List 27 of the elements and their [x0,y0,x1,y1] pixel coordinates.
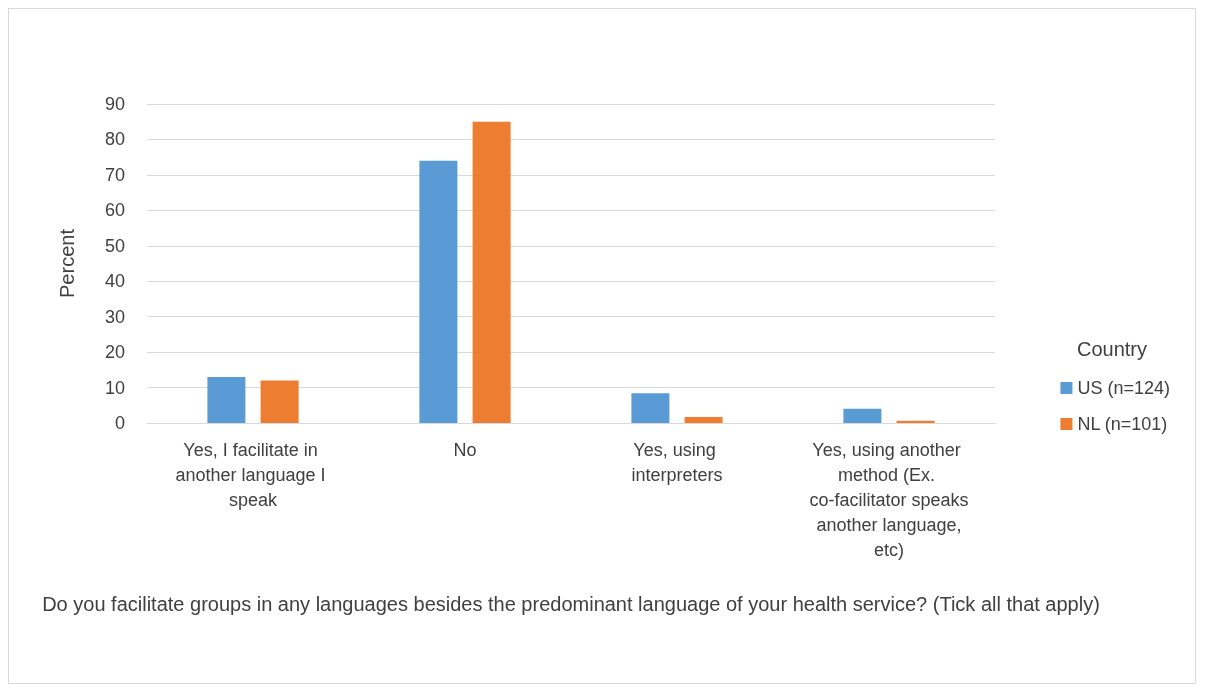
bar [472,121,511,423]
legend-label: US (n=124) [1077,378,1171,398]
y-tick-label: 0 [114,413,125,433]
y-tick-label: 40 [104,271,125,292]
legend-label: NL (n=101) [1077,414,1168,434]
x-tick-label: Yes, using interpreters [631,439,723,485]
y-tick-label: 50 [104,235,125,256]
y-tick-label: 30 [104,306,125,327]
bar [684,416,723,423]
bar [896,420,935,423]
legend-title: Country [1076,338,1147,360]
bar [631,393,670,423]
x-tick-label: No [453,439,477,460]
y-axis-title: Percent [56,228,78,298]
bar [419,160,458,423]
bar [260,380,299,423]
y-tick-label: 60 [104,200,125,221]
y-tick-label: 70 [104,164,125,185]
y-tick-label: 20 [104,342,125,363]
x-axis-title: Do you facilitate groups in any languages besides the predominant language of your health service? (Tick all that apply) [42,593,1100,615]
y-tick-label: 90 [104,94,125,114]
y-tick-label: 10 [104,377,125,398]
bar [207,376,246,423]
bar [843,408,882,423]
x-tick-label: Yes, using another method (Ex. co-facilitator speaks another language, etc) [809,439,969,560]
y-tick-label: 80 [104,129,125,150]
x-tick-label: Yes, I facilitate in another language I speak [175,439,331,510]
